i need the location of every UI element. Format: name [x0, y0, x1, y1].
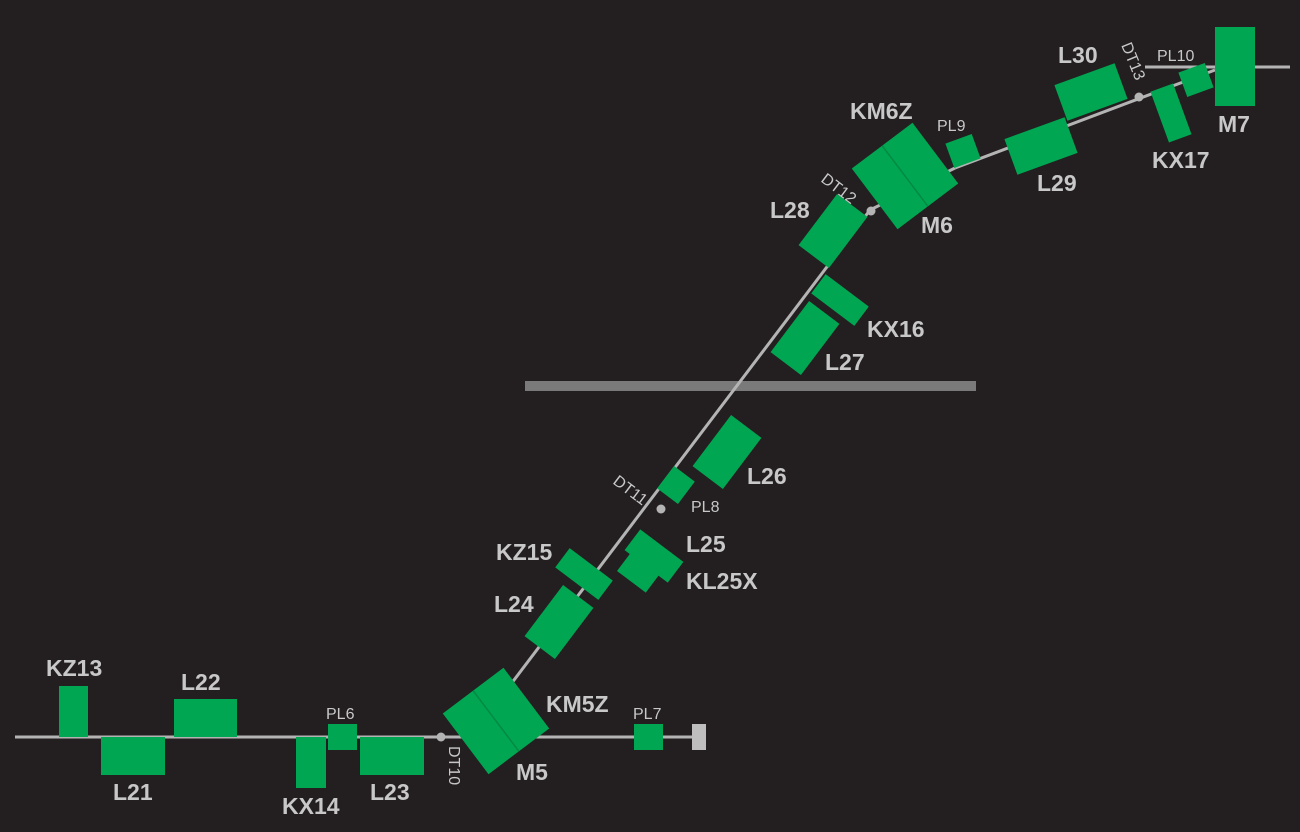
- pl10-body: [1178, 62, 1214, 98]
- label-kx17: KX17: [1152, 147, 1210, 173]
- l29-body: [1004, 117, 1078, 175]
- label-m5: M5: [516, 759, 548, 785]
- pl9-body: [945, 133, 981, 169]
- element-m6: [851, 122, 959, 230]
- label-pl8: PL8: [691, 499, 720, 516]
- label-l22: L22: [181, 669, 221, 695]
- element-pl6: [328, 724, 357, 750]
- element-l30: [1054, 63, 1128, 121]
- beamline-elements: [59, 27, 1255, 788]
- element-pl10: [1178, 62, 1214, 98]
- label-kx16: KX16: [867, 316, 925, 342]
- element-m5: [442, 667, 550, 775]
- dt11-point: [656, 504, 666, 514]
- label-l25: L25: [686, 531, 726, 557]
- label-l21: L21: [113, 779, 153, 805]
- kl25x-body: [617, 553, 659, 593]
- element-l24: [524, 585, 594, 659]
- element-l22: [174, 699, 237, 737]
- element-l27: [770, 301, 840, 375]
- element-l29: [1004, 117, 1078, 175]
- divider-bar: [525, 381, 976, 391]
- l24-body: [524, 585, 594, 659]
- element-l26: [692, 415, 762, 489]
- element-l21: [101, 737, 165, 775]
- l25-body: [624, 529, 684, 583]
- label-l28: L28: [770, 197, 810, 223]
- element-l23: [360, 737, 424, 775]
- m5-seam: [472, 690, 520, 752]
- label-dt10: DT10: [445, 746, 462, 785]
- label-km5z: KM5Z: [546, 691, 609, 717]
- element-kz13: [59, 686, 88, 737]
- label-kz15: KZ15: [496, 539, 552, 565]
- label-pl10: PL10: [1157, 48, 1194, 65]
- l30-body: [1054, 63, 1128, 121]
- element-pl9: [945, 133, 981, 169]
- label-pl7: PL7: [633, 706, 662, 723]
- label-l30: L30: [1058, 42, 1098, 68]
- label-l24: L24: [494, 591, 534, 617]
- label-l26: L26: [747, 463, 787, 489]
- element-kx14: [296, 737, 326, 788]
- m6-seam: [881, 145, 929, 207]
- element-kx16: [811, 274, 869, 326]
- l26-body: [692, 415, 762, 489]
- element-kx17: [1150, 83, 1192, 143]
- label-kz13: KZ13: [46, 655, 102, 681]
- dt10-point: [436, 732, 446, 742]
- beam-end-block: [692, 724, 706, 750]
- l28-body: [798, 194, 868, 268]
- label-kl25x: KL25X: [686, 568, 758, 594]
- element-kz15: [555, 548, 613, 600]
- element-pl7: [634, 724, 663, 750]
- label-pl9: PL9: [937, 118, 966, 135]
- label-pl6: PL6: [326, 706, 355, 723]
- label-l29: L29: [1037, 170, 1077, 196]
- label-kx14: KX14: [282, 793, 340, 819]
- label-l23: L23: [370, 779, 410, 805]
- label-km6z: KM6Z: [850, 98, 913, 124]
- dt13-point: [1134, 92, 1144, 102]
- element-labels: KZ13 L21 L22 KX14 PL6 L23 DT10 M5 KM5Z P…: [46, 40, 1250, 819]
- element-l25: [624, 529, 684, 583]
- kx17-body: [1150, 83, 1192, 143]
- pl8-body: [657, 465, 695, 505]
- kz15-body: [555, 548, 613, 600]
- label-l27: L27: [825, 349, 865, 375]
- kx16-body: [811, 274, 869, 326]
- label-m6: M6: [921, 212, 953, 238]
- element-pl8: [657, 465, 695, 505]
- diagnostic-points: [436, 92, 1144, 742]
- dt12-point: [866, 206, 876, 216]
- element-l28: [798, 194, 868, 268]
- element-m7: [1215, 27, 1255, 106]
- l27-body: [770, 301, 840, 375]
- element-kl25x: [617, 553, 659, 593]
- label-m7: M7: [1218, 111, 1250, 137]
